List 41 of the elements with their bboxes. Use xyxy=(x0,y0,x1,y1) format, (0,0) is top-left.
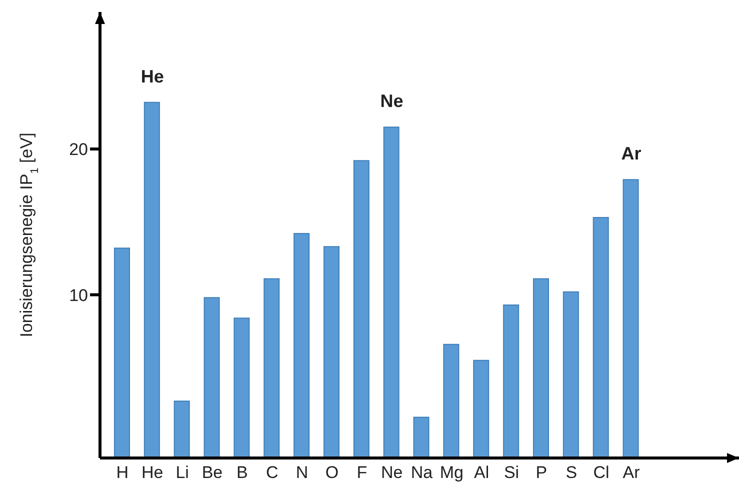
x-tick-label: Be xyxy=(202,463,223,482)
bar xyxy=(114,248,130,458)
x-tick-label: B xyxy=(236,463,248,482)
bar xyxy=(622,179,639,458)
y-tick-label: 20 xyxy=(69,140,88,160)
bar xyxy=(294,233,310,458)
x-tick-label: F xyxy=(356,463,368,482)
y-tick-label: 10 xyxy=(69,286,88,305)
bar xyxy=(413,416,430,458)
bar xyxy=(353,160,370,458)
x-tick-label: Li xyxy=(176,463,189,482)
bar xyxy=(592,217,609,458)
bar xyxy=(533,278,549,458)
bar xyxy=(234,318,250,458)
bar xyxy=(264,278,280,458)
x-tick-label: Ar xyxy=(622,463,640,482)
x-tick-label: Na xyxy=(410,463,434,482)
annotation: He xyxy=(140,66,164,86)
x-tick-label: He xyxy=(142,463,164,482)
bar xyxy=(323,246,340,458)
x-tick-label: Cl xyxy=(593,463,610,482)
bar xyxy=(144,102,160,458)
x-tick-label: N xyxy=(296,463,308,482)
x-tick-label: S xyxy=(566,463,578,482)
bar xyxy=(443,344,460,458)
bar xyxy=(174,400,190,458)
x-tick-label: P xyxy=(536,463,548,482)
x-tick-label: O xyxy=(325,463,339,482)
bar xyxy=(562,291,579,458)
x-tick-label: Al xyxy=(474,463,490,482)
bar xyxy=(383,126,400,458)
x-tick-label: C xyxy=(266,463,278,482)
annotation: Ar xyxy=(621,144,642,164)
annotation: Ne xyxy=(380,91,404,112)
bar xyxy=(503,304,520,458)
x-tick-label: Si xyxy=(504,463,520,482)
bar xyxy=(473,360,490,458)
bar xyxy=(204,297,220,458)
x-tick-label: Ne xyxy=(380,463,403,482)
x-tick-label: Mg xyxy=(440,463,464,482)
x-tick-label: H xyxy=(116,463,129,482)
